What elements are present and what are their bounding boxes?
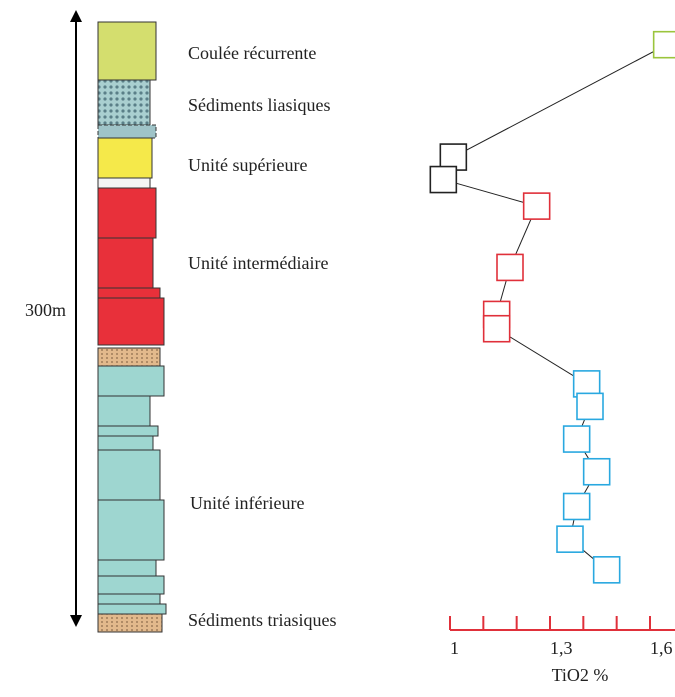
data-point [576,392,604,421]
layer [97,435,154,451]
annotation: Sédiments liasiques [188,95,331,115]
data-point [522,192,551,220]
annotation: 300m [25,300,66,320]
connector [443,179,537,207]
data-point [482,314,511,343]
data-point [556,525,584,553]
x-tick-label: 1,3 [550,638,573,658]
layer [97,365,165,397]
x-tick-label: 1 [450,638,459,658]
layer [97,187,157,239]
data-point [496,253,524,282]
data-point [429,165,458,194]
annotation: Unité supérieure [188,155,307,175]
layer [97,593,161,605]
layer [97,559,157,577]
connector [496,328,587,385]
annotation: Unité inférieure [190,493,304,513]
layer [97,237,154,289]
data-point [572,370,601,398]
x-tick-label: 1,6 [650,638,673,658]
connector [453,44,667,158]
scale-arrow [70,10,82,627]
layer [97,287,161,299]
layer [97,21,157,81]
annotation: Coulée récurrente [188,43,316,63]
layer [97,79,151,126]
annotation: Sédiments triasiques [188,610,336,630]
data-point [652,30,675,59]
layer [97,124,157,139]
strat-column [97,21,167,633]
layer [97,137,153,179]
data-point [582,457,611,486]
x-axis-label: TiO2 % [552,665,609,685]
data-point [592,556,621,584]
layer [97,177,151,189]
layer [97,499,165,561]
data-point [562,425,591,453]
layer [97,603,167,615]
data-point [562,492,591,521]
layer [97,347,161,367]
layer [97,395,151,427]
layer [97,575,165,595]
layer [97,297,165,346]
layer [97,449,161,501]
layer [97,613,163,633]
layer [97,425,159,437]
annotation: Unité intermédiaire [188,253,328,273]
